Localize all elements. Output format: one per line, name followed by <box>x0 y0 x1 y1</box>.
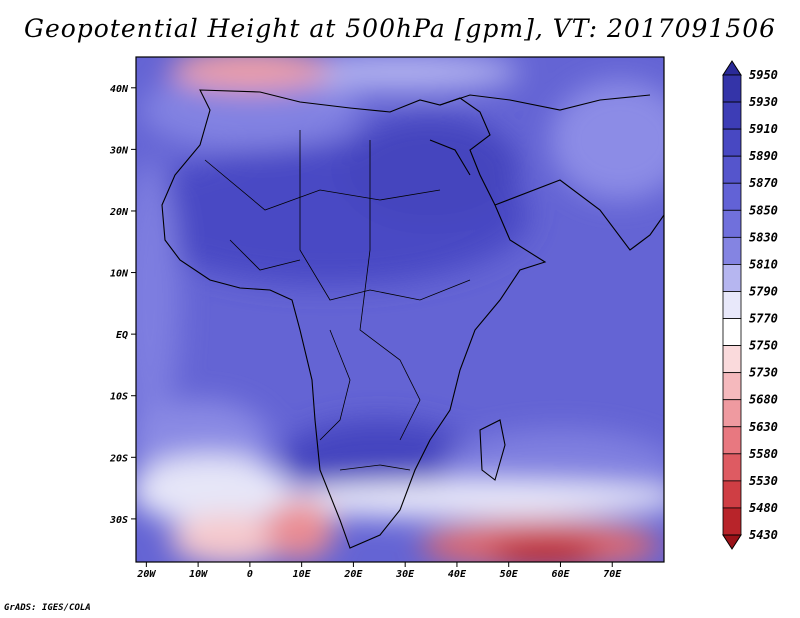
colorbar-segment <box>722 182 742 211</box>
colorbar-label: 5870 <box>749 176 778 190</box>
colorbar-segment <box>722 426 742 455</box>
colorbar-label: 5890 <box>749 149 778 163</box>
colorbar-segment <box>722 74 742 103</box>
y-tick-label: 10S <box>110 392 128 403</box>
country-borders <box>204 130 471 471</box>
x-tick-label: 50E <box>500 569 519 580</box>
colorbar-label: 5830 <box>749 230 778 244</box>
colorbar: 5950 5930 5910 5890 5870 5850 5830 5810 5790 5770… <box>722 60 778 550</box>
y-tick-label: 30N <box>109 145 129 156</box>
colorbar-label: 5790 <box>749 284 778 298</box>
x-tick-label: 20W <box>136 569 156 580</box>
colorbar-label: 5430 <box>749 528 778 542</box>
colorbar-segment <box>722 507 742 536</box>
x-tick-label: 70E <box>603 569 622 580</box>
colorbar-label: 5730 <box>749 366 778 380</box>
x-tick-label: 20E <box>343 569 363 580</box>
colorbar-label: 5910 <box>749 122 778 136</box>
y-tick-label: EQ <box>116 330 128 341</box>
colorbar-segment <box>722 236 742 265</box>
colorbar-label: 5530 <box>749 474 778 488</box>
x-axis-ticks: 20W 10W 0 10E 20E 30E 40E 50E 60E 70E <box>136 562 622 580</box>
y-tick-label: 30S <box>109 515 128 526</box>
colorbar-label: 5580 <box>749 447 778 461</box>
colorbar-label: 5770 <box>749 312 778 326</box>
y-tick-label: 20S <box>109 453 128 464</box>
colorbar-segment <box>722 101 742 130</box>
colorbar-segment <box>722 291 742 319</box>
y-tick-label: 10N <box>110 269 129 280</box>
map-title: Geopotential Height at 500hPa [gpm], VT:… <box>23 14 777 43</box>
height-field <box>136 57 664 562</box>
colorbar-segment <box>722 372 742 401</box>
x-tick-label: 10W <box>189 569 208 580</box>
colorbar-segment <box>722 453 742 482</box>
colorbar-segment <box>722 128 742 157</box>
y-tick-label: 20N <box>109 207 129 218</box>
colorbar-segment <box>722 264 742 292</box>
colorbar-segment <box>722 345 742 374</box>
colorbar-segment <box>722 480 742 509</box>
x-tick-label: 60E <box>551 569 570 580</box>
coastlines <box>161 89 664 549</box>
y-tick-label: 40N <box>110 84 129 95</box>
x-tick-label: 10E <box>293 569 312 580</box>
y-axis-ticks: 40N 30N 20N 10N EQ 10S 20S 30S <box>109 84 136 526</box>
colorbar-segment <box>722 155 742 184</box>
colorbar-label: 5750 <box>749 339 778 353</box>
colorbar-segment <box>722 209 742 238</box>
x-tick-label: 30E <box>395 569 415 580</box>
colorbar-label: 5630 <box>749 420 778 434</box>
plot-frame <box>135 56 665 563</box>
colorbar-segment <box>722 399 742 428</box>
colorbar-bottom-arrow <box>722 534 742 550</box>
colorbar-top-arrow <box>722 60 742 76</box>
colorbar-label: 5480 <box>749 501 778 515</box>
colorbar-label: 5950 <box>749 68 778 82</box>
colorbar-label: 5930 <box>749 95 778 109</box>
colorbar-label: 5680 <box>749 393 778 407</box>
x-tick-label: 40E <box>448 569 467 580</box>
credit-text: GrADS: IGES/COLA <box>4 603 91 613</box>
x-tick-label: 0 <box>247 569 253 580</box>
colorbar-label: 5810 <box>749 257 778 271</box>
colorbar-label: 5850 <box>749 203 778 217</box>
colorbar-segment <box>722 318 742 346</box>
